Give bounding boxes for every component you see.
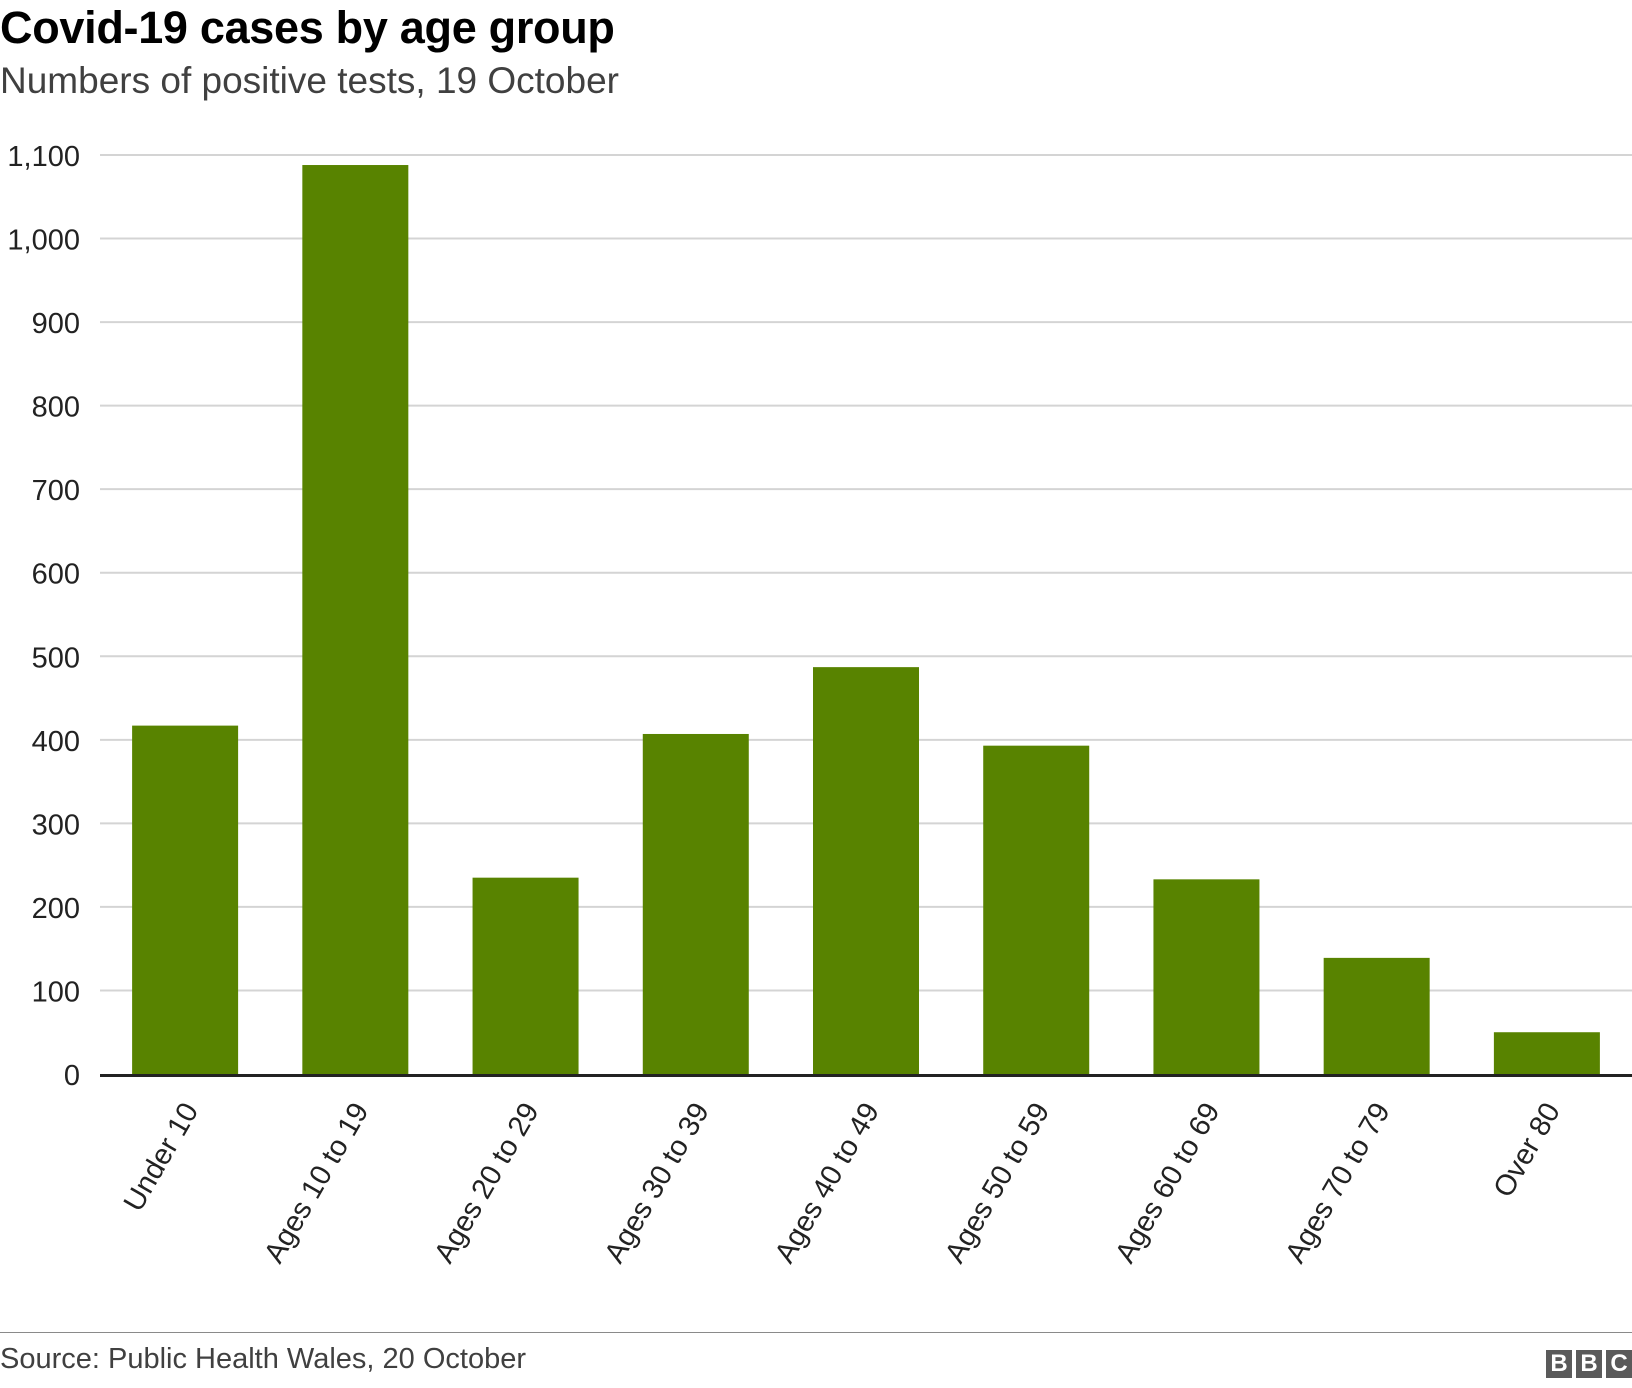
y-tick-label: 500	[32, 642, 80, 674]
y-tick-label: 900	[32, 308, 80, 340]
y-axis-ticks: 0 100 200 300 400 500 600 700 800 900 1,000 1,100	[7, 141, 80, 1092]
x-tick-label: Ages 20 to 29	[428, 1098, 545, 1269]
bars	[132, 165, 1600, 1074]
y-tick-label: 200	[32, 893, 80, 925]
x-tick-label: Over 80	[1488, 1098, 1567, 1203]
bar	[132, 725, 239, 1074]
x-tick-label: Ages 30 to 39	[599, 1098, 716, 1269]
source-note: Source: Public Health Wales, 20 October	[0, 1343, 527, 1375]
chart-subtitle: Numbers of positive tests, 19 October	[0, 60, 619, 101]
y-tick-label: 300	[32, 809, 80, 841]
x-tick-label: Under 10	[118, 1098, 205, 1217]
bar	[813, 667, 919, 1074]
logo-letter: C	[1606, 1350, 1632, 1378]
x-tick-label: Ages 10 to 19	[258, 1098, 375, 1269]
x-tick-label: Ages 50 to 59	[939, 1098, 1056, 1269]
logo-letter: B	[1576, 1350, 1602, 1378]
y-tick-label: 600	[32, 559, 80, 591]
bar	[1493, 1032, 1600, 1074]
logo-letter: B	[1546, 1350, 1572, 1378]
chart-title: Covid-19 cases by age group	[0, 2, 615, 53]
x-axis-ticks: Under 10 Ages 10 to 19 Ages 20 to 29 Ages 3…	[118, 1098, 1567, 1269]
x-tick-label: Ages 60 to 69	[1109, 1098, 1226, 1269]
bar	[642, 733, 749, 1074]
footer-divider	[0, 1332, 1632, 1333]
y-tick-label: 0	[64, 1060, 80, 1092]
bbc-logo: B B C	[1546, 1350, 1632, 1378]
y-tick-label: 400	[32, 726, 80, 758]
bar	[1153, 879, 1260, 1074]
y-tick-label: 1,100	[7, 141, 80, 173]
bar	[472, 877, 579, 1074]
bar	[1323, 957, 1430, 1074]
y-tick-label: 1,000	[7, 225, 80, 257]
y-tick-label: 800	[32, 392, 80, 424]
bar	[302, 165, 409, 1074]
y-tick-label: 700	[32, 475, 80, 507]
bar	[983, 745, 1090, 1074]
x-tick-label: Ages 70 to 79	[1280, 1098, 1397, 1269]
x-tick-label: Ages 40 to 49	[769, 1098, 886, 1269]
y-tick-label: 100	[32, 976, 80, 1008]
bar-chart: 0 100 200 300 400 500 600 700 800 900 1,000 1,100 U…	[7, 141, 1632, 1269]
